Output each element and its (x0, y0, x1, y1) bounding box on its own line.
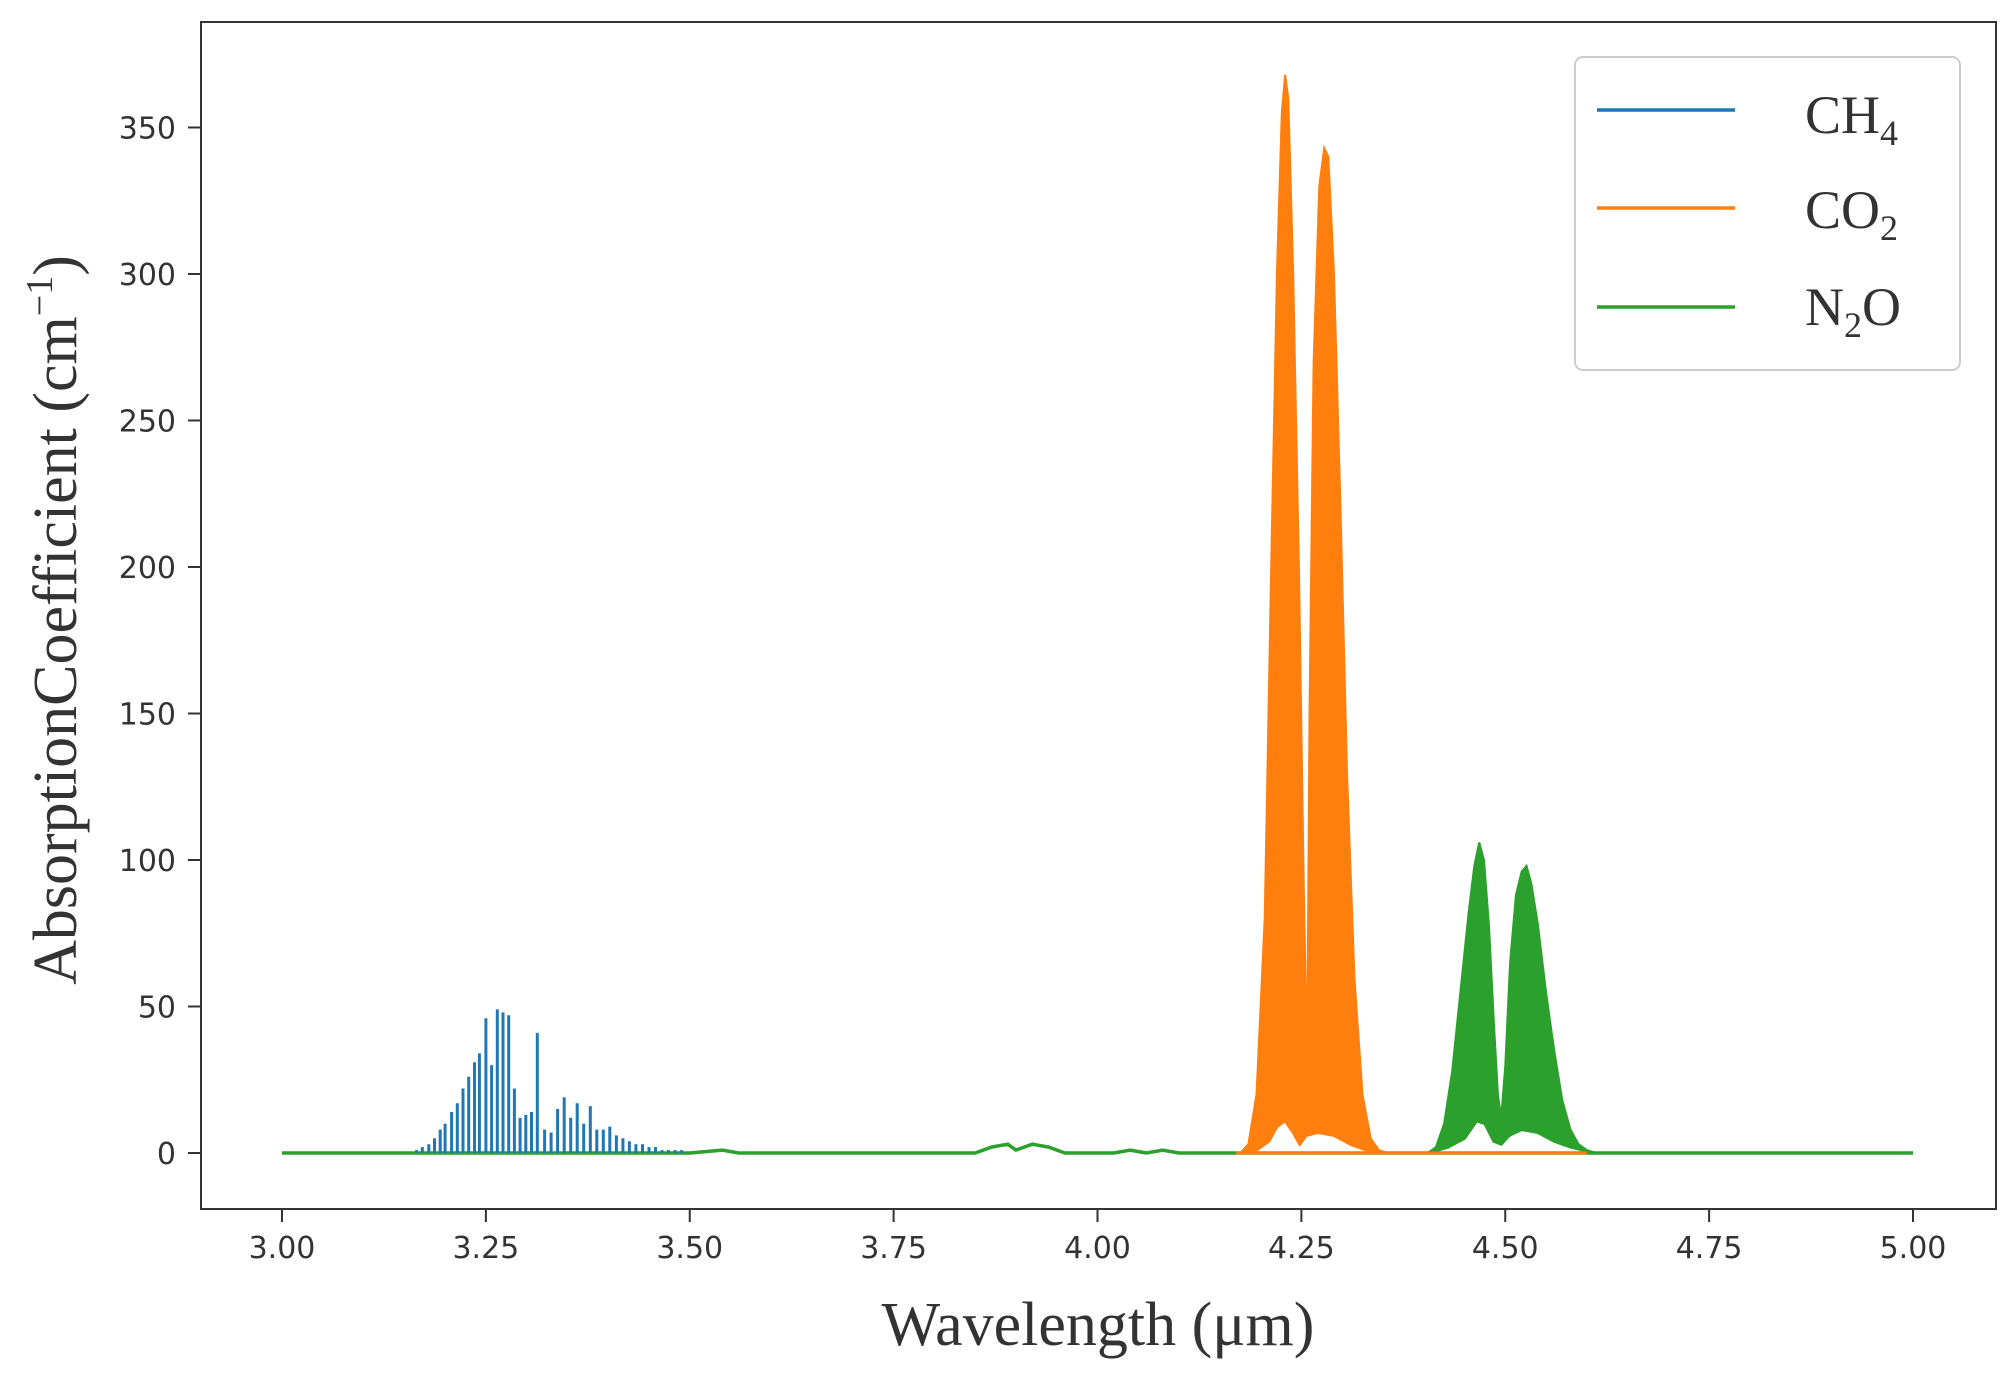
x-axis: 3.00 3.25 3.50 3.75 4.00 4.25 4.50 4.75 5.00 (249, 1209, 1947, 1266)
legend-label-n2o: N2O (1805, 277, 1901, 345)
y-tick-label-0: 0 (157, 1137, 176, 1172)
x-tick-label-3: 3.75 (860, 1231, 927, 1266)
series-n2o-band (1427, 842, 1596, 1154)
y-tick-label-6: 300 (119, 258, 176, 293)
y-axis-label-superscript: −1 (19, 276, 61, 316)
y-tick-label-1: 50 (138, 991, 176, 1026)
y-tick-label-7: 350 (119, 112, 176, 147)
y-tick-label-4: 200 (119, 551, 176, 586)
x-tick-label-8: 5.00 (1880, 1231, 1947, 1266)
y-tick-label-3: 150 (119, 698, 176, 733)
series-n2o (1427, 842, 1596, 1155)
series-n2o (282, 1142, 1913, 1155)
y-tick-label-5: 250 (119, 405, 176, 440)
series-ch4 (415, 1009, 684, 1153)
x-axis-label: Wavelength (μm) (882, 1291, 1315, 1359)
series-co2 (1237, 74, 1388, 1155)
x-tick-label-1: 3.25 (452, 1231, 519, 1266)
series-n2o-lower (1427, 1119, 1596, 1155)
legend-label-co2: CO2 (1805, 180, 1898, 248)
y-axis: 0 50 100 150 200 250 300 350 (119, 112, 201, 1172)
y-tick-label-2: 100 (119, 844, 176, 879)
y-axis-label: AbsorptionCoefficient (cm−1) (19, 255, 90, 985)
y-axis-label-close: ) (22, 255, 90, 276)
series-co2-band (1237, 74, 1388, 1155)
legend-box (1574, 56, 1961, 371)
y-axis-label-main: AbsorptionCoefficient (cm (22, 316, 90, 985)
legend-label-ch4: CH4 (1805, 85, 1898, 153)
x-tick-label-4: 4.00 (1064, 1231, 1131, 1266)
x-tick-label-0: 3.00 (249, 1231, 316, 1266)
legend: CH4 CO2 N2O (1574, 56, 1961, 371)
series-co2-lower (1239, 1118, 1388, 1155)
series-layer (282, 74, 1913, 1155)
x-tick-label-7: 4.75 (1676, 1231, 1743, 1266)
x-tick-label-2: 3.50 (656, 1231, 723, 1266)
x-tick-label-6: 4.50 (1472, 1231, 1539, 1266)
series-n2o-baseline (282, 1142, 1913, 1155)
x-tick-label-5: 4.25 (1268, 1231, 1335, 1266)
